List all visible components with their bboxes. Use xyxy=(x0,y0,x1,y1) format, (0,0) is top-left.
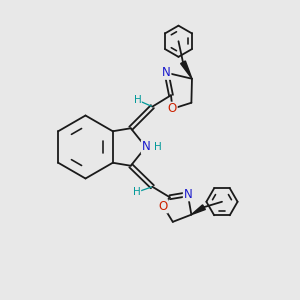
Text: H: H xyxy=(154,142,162,152)
Polygon shape xyxy=(191,205,206,215)
Text: N: N xyxy=(162,66,171,79)
Polygon shape xyxy=(181,61,192,79)
Text: N: N xyxy=(183,188,192,201)
Text: O: O xyxy=(168,102,177,115)
Text: N: N xyxy=(141,140,150,154)
Text: O: O xyxy=(159,200,168,213)
Text: H: H xyxy=(134,95,141,105)
Text: H: H xyxy=(133,187,141,197)
